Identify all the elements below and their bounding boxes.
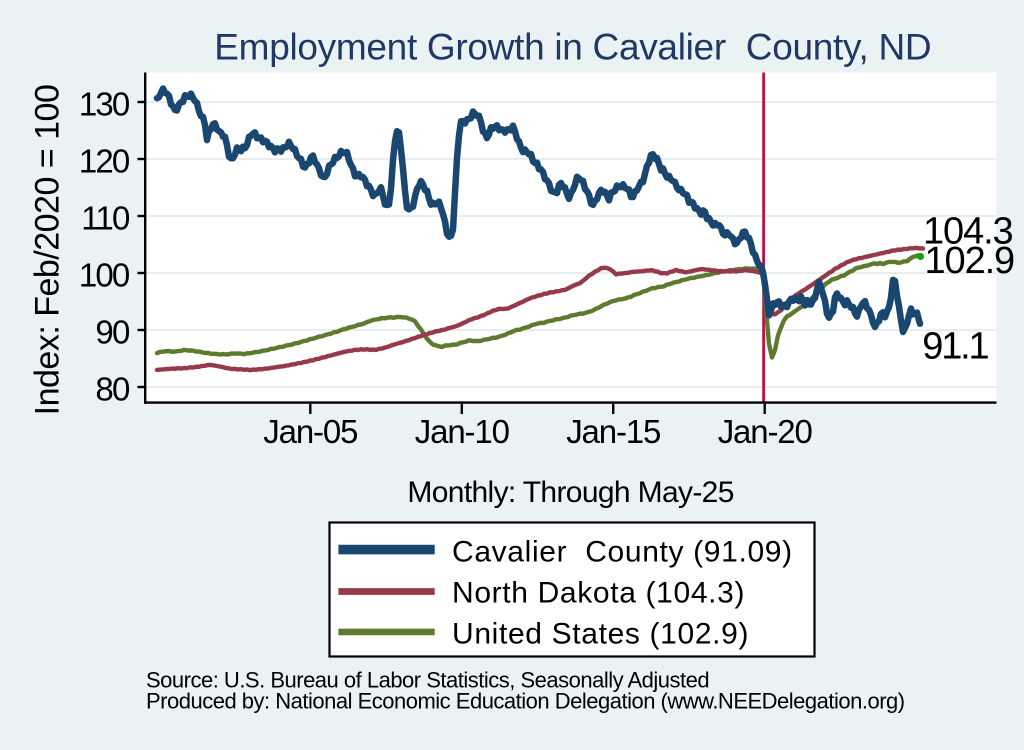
svg-text:Jan-15: Jan-15 <box>566 413 660 450</box>
svg-text:91.1: 91.1 <box>922 325 988 367</box>
svg-text:104.3: 104.3 <box>923 211 1013 253</box>
svg-text:Employment Growth in Cavalier: Employment Growth in Cavalier County, ND <box>214 26 931 67</box>
svg-text:110: 110 <box>81 199 130 236</box>
svg-text:Produced by: National Economic: Produced by: National Economic Education… <box>146 689 905 714</box>
svg-text:Index: Feb/2020 = 100: Index: Feb/2020 = 100 <box>29 85 67 416</box>
svg-text:130: 130 <box>79 85 130 122</box>
svg-text:North Dakota (104.3): North Dakota (104.3) <box>452 577 745 610</box>
svg-text:100: 100 <box>79 256 130 293</box>
svg-text:Monthly: Through May-25: Monthly: Through May-25 <box>407 476 733 509</box>
svg-text:Source: U.S. Bureau of Labor S: Source: U.S. Bureau of Labor Statistics,… <box>146 668 709 693</box>
svg-text:Cavalier County (91.09): Cavalier County (91.09) <box>452 536 793 569</box>
svg-text:Jan-05: Jan-05 <box>263 413 357 450</box>
svg-text:Jan-20: Jan-20 <box>718 413 813 450</box>
svg-text:90: 90 <box>95 313 130 350</box>
svg-text:Jan-10: Jan-10 <box>415 413 510 450</box>
svg-text:80: 80 <box>95 370 130 407</box>
svg-text:102.9: 102.9 <box>925 240 1015 282</box>
svg-text:120: 120 <box>79 142 130 179</box>
svg-text:United States (102.9): United States (102.9) <box>452 618 749 651</box>
